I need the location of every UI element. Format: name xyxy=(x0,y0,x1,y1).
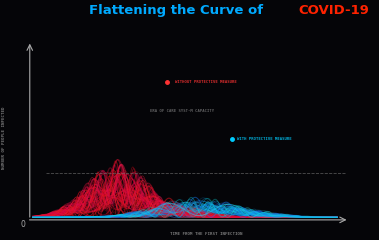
Text: NUMBER OF PEOPLE INFECTED: NUMBER OF PEOPLE INFECTED xyxy=(2,106,6,169)
Text: WITH PROTECTIVE MEASURE: WITH PROTECTIVE MEASURE xyxy=(237,137,291,141)
Text: Flattening the Curve of: Flattening the Curve of xyxy=(89,4,267,17)
Text: COVID-19: COVID-19 xyxy=(299,4,370,17)
Text: 0: 0 xyxy=(20,220,25,229)
Text: ERA OF CARE SYST-M CAPACITY: ERA OF CARE SYST-M CAPACITY xyxy=(150,108,215,113)
Text: WITHOUT PROTECTIVE MEASURE: WITHOUT PROTECTIVE MEASURE xyxy=(175,80,236,84)
Text: TIME FROM THE FIRST INFECTION: TIME FROM THE FIRST INFECTION xyxy=(170,232,242,236)
